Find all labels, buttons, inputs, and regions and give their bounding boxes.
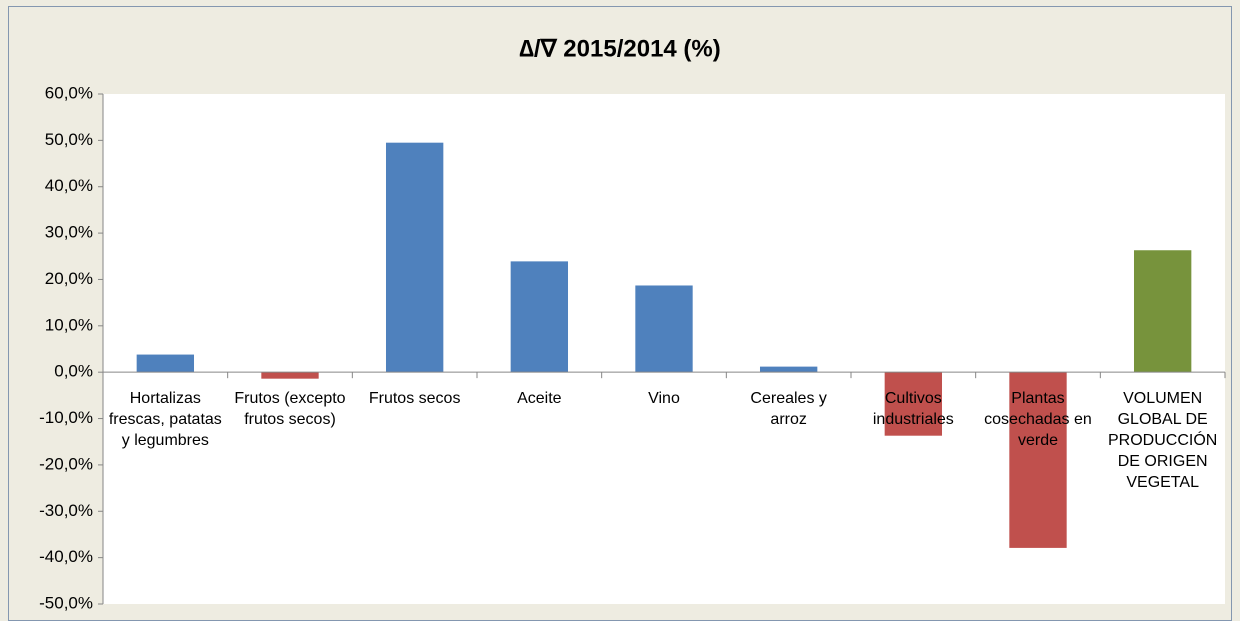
y-tick-label: -20,0% [39, 454, 93, 473]
bar [759, 366, 818, 373]
x-tick-label: Frutos (excepto frutos secos) [234, 390, 346, 429]
bar [385, 142, 444, 373]
x-tick-label: VOLUMEN GLOBAL DE PRODUCCIÓN DE ORIGEN V… [1107, 390, 1218, 492]
y-tick-label: 50,0% [45, 130, 93, 149]
x-tick-label: Vino [648, 390, 680, 408]
y-tick-label: -40,0% [39, 547, 93, 566]
y-tick-label: 0,0% [54, 362, 93, 381]
y-tick-label: 10,0% [45, 315, 93, 334]
y-tick-label: -50,0% [39, 593, 93, 612]
x-tick-label: Hortalizas frescas, patatas y legumbres [108, 390, 222, 450]
y-tick-label: 20,0% [45, 269, 93, 288]
x-tick-label: Aceite [517, 390, 562, 408]
x-tick-label: Cereales y arroz [750, 390, 827, 429]
chart-title: ∆/∇ 2015/2014 (%) [519, 35, 721, 62]
bar [261, 372, 319, 379]
y-tick-label: -10,0% [39, 408, 93, 427]
x-tick-label: Plantas cosechadas en verde [984, 390, 1092, 450]
bar [1133, 250, 1192, 373]
bar [1009, 372, 1067, 548]
y-tick-label: -30,0% [39, 501, 93, 520]
bar [635, 285, 693, 373]
x-tick-label: Cultivos industriales [872, 390, 954, 429]
x-tick-label: Frutos secos [368, 390, 461, 408]
y-tick-label: 60,0% [45, 83, 93, 102]
bar [510, 261, 569, 373]
y-tick-label: 40,0% [45, 176, 93, 195]
bar [136, 354, 195, 373]
bar [884, 372, 943, 436]
y-tick-label: 30,0% [45, 223, 93, 242]
